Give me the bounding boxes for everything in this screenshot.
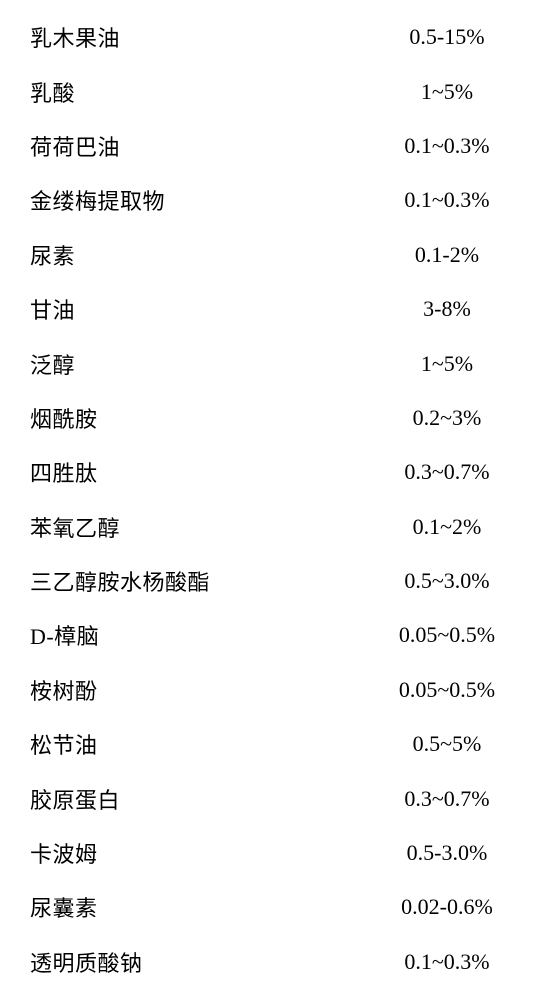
ingredient-name: 松节油 <box>30 728 98 760</box>
ingredient-name: D-樟脑 <box>30 619 99 651</box>
ingredient-name: 荷荷巴油 <box>30 130 120 162</box>
table-row: 乳木果油 0.5-15% <box>30 10 527 64</box>
table-row: 桉树酚 0.05~0.5% <box>30 663 527 717</box>
table-row: 四胜肽 0.3~0.7% <box>30 445 527 499</box>
table-row: 烟酰胺 0.2~3% <box>30 391 527 445</box>
ingredient-percentage: 0.5~5% <box>367 731 527 757</box>
ingredient-percentage: 1~5% <box>367 79 527 105</box>
table-row: 荷荷巴油 0.1~0.3% <box>30 119 527 173</box>
table-row: 甘油 3-8% <box>30 282 527 336</box>
ingredient-name: 乳酸 <box>30 76 75 108</box>
table-row: 透明质酸钠 0.1~0.3% <box>30 935 527 989</box>
ingredient-name: 尿素 <box>30 239 75 271</box>
ingredient-name: 三乙醇胺水杨酸酯 <box>30 565 210 597</box>
ingredient-percentage: 0.2~3% <box>367 405 527 431</box>
ingredient-table: 乳木果油 0.5-15% 乳酸 1~5% 荷荷巴油 0.1~0.3% 金缕梅提取… <box>0 0 555 999</box>
ingredient-percentage: 0.05~0.5% <box>367 677 527 703</box>
ingredient-name: 烟酰胺 <box>30 402 98 434</box>
ingredient-name: 胶原蛋白 <box>30 783 120 815</box>
table-row: 三乙醇胺水杨酸酯 0.5~3.0% <box>30 554 527 608</box>
ingredient-name: 尿囊素 <box>30 891 98 923</box>
ingredient-percentage: 0.3~0.7% <box>367 459 527 485</box>
table-row: D-樟脑 0.05~0.5% <box>30 608 527 662</box>
table-row: 乳酸 1~5% <box>30 64 527 118</box>
table-row: 卡波姆 0.5-3.0% <box>30 826 527 880</box>
table-row: 金缕梅提取物 0.1~0.3% <box>30 173 527 227</box>
ingredient-percentage: 0.5-3.0% <box>367 840 527 866</box>
ingredient-percentage: 0.05~0.5% <box>367 622 527 648</box>
ingredient-percentage: 1~5% <box>367 351 527 377</box>
ingredient-percentage: 0.3~0.7% <box>367 786 527 812</box>
ingredient-name: 透明质酸钠 <box>30 946 143 978</box>
table-row: 泛醇 1~5% <box>30 336 527 390</box>
table-row: 松节油 0.5~5% <box>30 717 527 771</box>
ingredient-percentage: 3-8% <box>367 296 527 322</box>
table-row: 胶原蛋白 0.3~0.7% <box>30 771 527 825</box>
ingredient-name: 泛醇 <box>30 348 75 380</box>
table-row: 尿素 0.1-2% <box>30 228 527 282</box>
ingredient-percentage: 0.1~2% <box>367 514 527 540</box>
ingredient-percentage: 0.5~3.0% <box>367 568 527 594</box>
table-row: 苯氧乙醇 0.1~2% <box>30 500 527 554</box>
ingredient-name: 金缕梅提取物 <box>30 184 165 216</box>
table-row: 尿囊素 0.02-0.6% <box>30 880 527 934</box>
ingredient-name: 卡波姆 <box>30 837 98 869</box>
ingredient-percentage: 0.5-15% <box>367 24 527 50</box>
ingredient-name: 苯氧乙醇 <box>30 511 120 543</box>
ingredient-name: 桉树酚 <box>30 674 98 706</box>
ingredient-percentage: 0.1~0.3% <box>367 187 527 213</box>
ingredient-percentage: 0.1~0.3% <box>367 949 527 975</box>
ingredient-percentage: 0.1~0.3% <box>367 133 527 159</box>
ingredient-name: 乳木果油 <box>30 21 120 53</box>
ingredient-name: 四胜肽 <box>30 456 98 488</box>
ingredient-percentage: 0.1-2% <box>367 242 527 268</box>
ingredient-percentage: 0.02-0.6% <box>367 894 527 920</box>
ingredient-name: 甘油 <box>30 293 75 325</box>
